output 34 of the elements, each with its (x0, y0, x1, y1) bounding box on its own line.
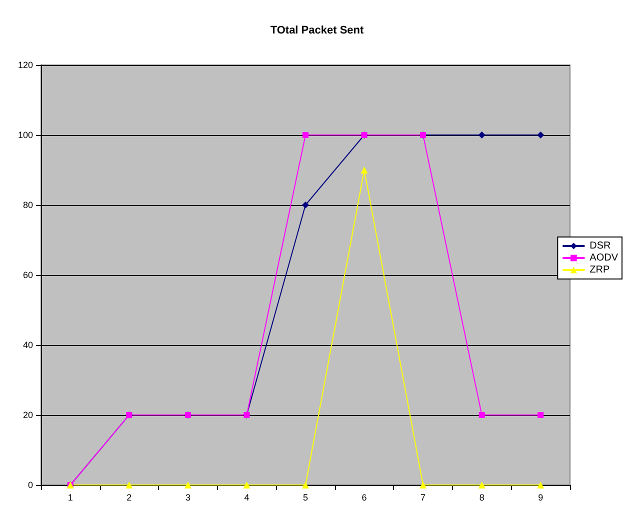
x-tick-label: 2 (126, 492, 132, 502)
x-tick-label: 5 (302, 492, 308, 502)
point (420, 482, 427, 488)
point (302, 482, 309, 488)
point (537, 482, 544, 488)
x-tick-label: 9 (538, 492, 544, 502)
point (184, 482, 192, 488)
point (243, 482, 250, 488)
legend-label: AODV (590, 252, 618, 264)
y-tick-label: 120 (18, 60, 33, 70)
y-tick-label: 0 (28, 480, 33, 490)
x-tick-label: 7 (420, 492, 426, 502)
x-tick-label: 4 (244, 492, 250, 502)
point (537, 132, 544, 138)
point (302, 132, 308, 138)
chart-title: TOtal Packet Sent (270, 24, 364, 36)
x-tick-label: 6 (362, 492, 367, 502)
y-tick-label: 100 (18, 130, 33, 140)
y-tick-label: 20 (22, 410, 33, 420)
point (478, 132, 486, 138)
point (126, 482, 133, 488)
x-tick-label: 3 (185, 492, 190, 502)
point (360, 166, 368, 174)
legend-label: DSR (590, 240, 611, 252)
y-tick-label: 80 (22, 200, 33, 210)
point (478, 412, 485, 418)
y-tick-label: 40 (22, 340, 33, 350)
point (302, 202, 309, 208)
x-tick-label: 8 (479, 492, 484, 502)
x-tick-label: 1 (68, 492, 73, 502)
legend-label: ZRP (590, 264, 610, 276)
point (478, 482, 486, 488)
y-tick-label: 60 (22, 270, 33, 280)
point (538, 412, 544, 418)
